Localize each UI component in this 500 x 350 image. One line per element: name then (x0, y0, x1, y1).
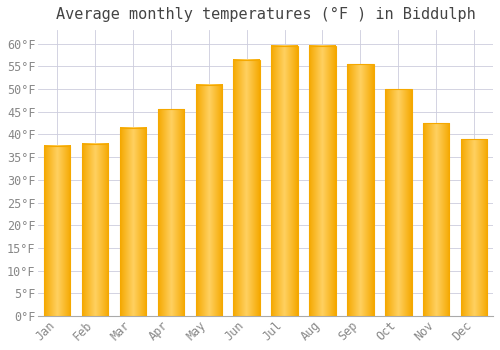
Bar (423, 123, 450, 316)
Bar (347, 64, 374, 316)
Bar (120, 128, 146, 316)
Bar (309, 46, 336, 316)
Bar (461, 139, 487, 316)
Bar (196, 85, 222, 316)
Title: Average monthly temperatures (°F ) in Biddulph: Average monthly temperatures (°F ) in Bi… (56, 7, 476, 22)
Bar (234, 60, 260, 316)
Bar (44, 146, 70, 316)
Bar (385, 89, 411, 316)
Bar (158, 110, 184, 316)
Bar (272, 46, 298, 316)
Bar (82, 144, 108, 316)
